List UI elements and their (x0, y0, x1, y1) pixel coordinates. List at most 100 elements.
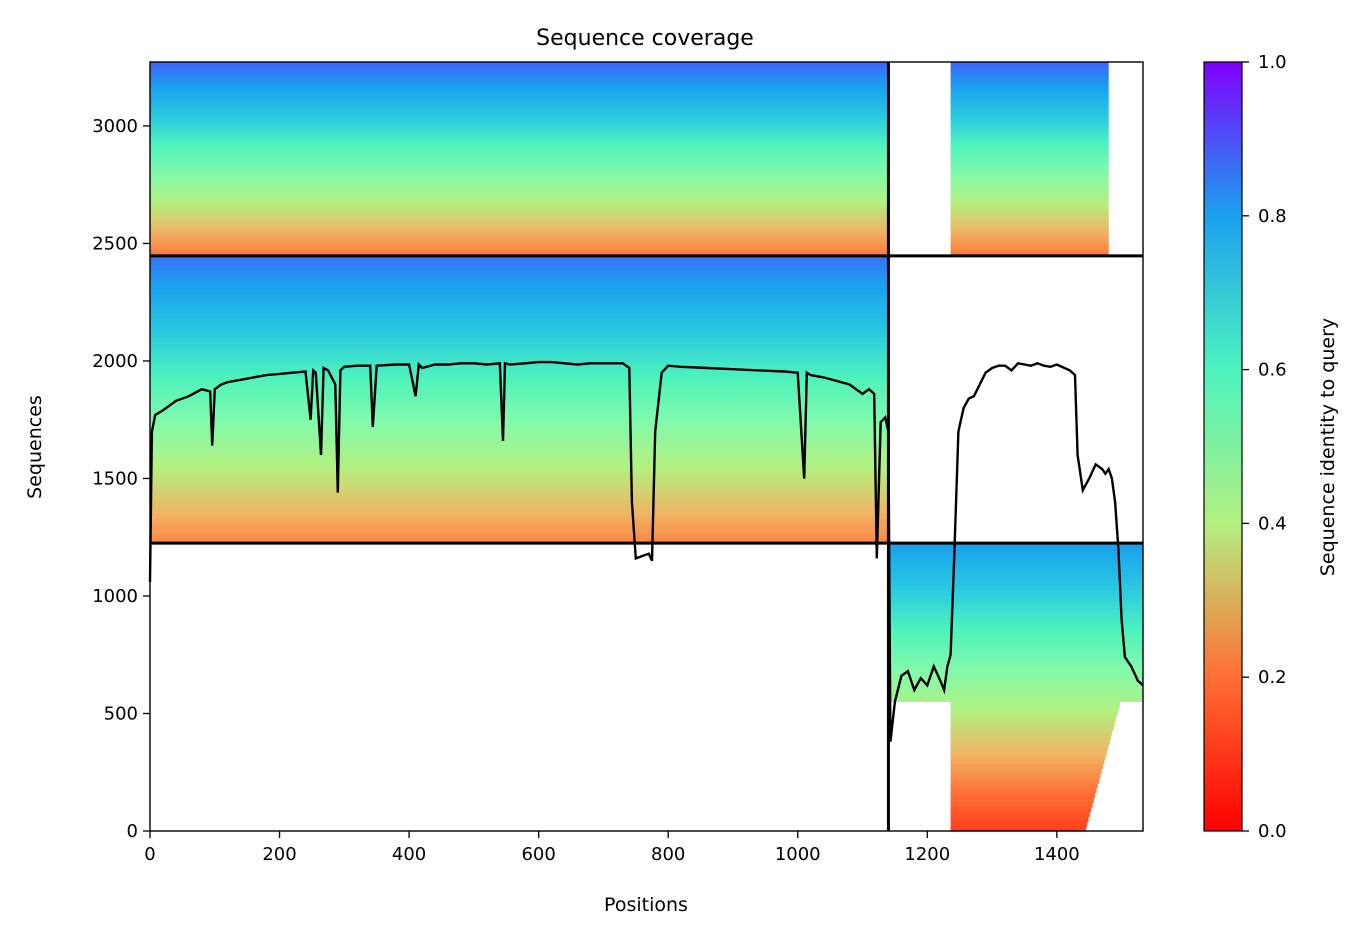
heatmap-band (950, 113, 1109, 118)
heatmap-band (888, 557, 1143, 563)
heatmap-band (150, 404, 889, 410)
heatmap-band (150, 129, 889, 134)
heatmap-band (888, 547, 1143, 554)
heatmap-band (950, 223, 1109, 228)
heatmap-band (150, 65, 889, 69)
x-tick-label: 1000 (775, 844, 821, 865)
heatmap-band (150, 337, 889, 343)
heatmap-band (950, 201, 1109, 205)
heatmap-band (950, 730, 1113, 736)
heatmap-band (950, 246, 1109, 250)
heatmap-band (150, 146, 889, 150)
y-axis-ticks: 0 500 1000 1500 2000 2500 3000 (92, 116, 150, 842)
heatmap-band (150, 71, 889, 76)
heatmap-band (950, 104, 1109, 108)
heatmap-band (150, 471, 889, 477)
heatmap-band (150, 428, 889, 434)
heatmap-band (950, 129, 1109, 134)
heatmap-band (150, 249, 889, 254)
heatmap-band (150, 318, 889, 324)
heatmap-band (150, 394, 889, 401)
heatmap-band (150, 528, 889, 535)
heatmap-band (150, 204, 889, 208)
heatmap-band (950, 184, 1109, 189)
heatmap-band (888, 586, 1143, 592)
heatmap-band (150, 236, 889, 241)
heatmap-band (950, 133, 1109, 137)
heatmap-band (888, 571, 1143, 578)
heatmap-band (950, 168, 1109, 173)
heatmap-band (950, 116, 1109, 121)
heatmap-band (950, 778, 1100, 784)
heatmap-band (950, 763, 1104, 770)
heatmap-band (150, 409, 889, 415)
heatmap-band (150, 509, 889, 515)
heatmap-band (150, 213, 889, 218)
x-axis-ticks: 0 200 400 600 800 1000 1200 1400 (144, 831, 1080, 865)
heatmap-band (950, 792, 1096, 798)
y-tick-label: 3000 (92, 116, 138, 137)
heatmap-band (150, 399, 889, 405)
heatmap-band (950, 107, 1109, 111)
heatmap-band (150, 168, 889, 173)
heatmap-band (950, 787, 1097, 794)
heatmap-band (950, 97, 1109, 102)
chain-boundaries (150, 62, 1143, 831)
y-tick-label: 0 (127, 821, 138, 842)
heatmap-band (950, 165, 1109, 170)
heatmap-band (150, 84, 889, 89)
heatmap-band (888, 576, 1143, 583)
heatmap-band (888, 672, 1143, 679)
heatmap-band (950, 87, 1109, 92)
heatmap-band (150, 191, 889, 196)
heatmap-band (950, 807, 1092, 813)
heatmap-band (950, 749, 1108, 755)
coverage-line (148, 360, 1144, 742)
colorbar-tick-label: 0.2 (1258, 667, 1287, 688)
heatmap-band (150, 226, 889, 231)
heatmap-band (950, 706, 1119, 712)
heatmap-band (150, 239, 889, 244)
heatmap-band (950, 816, 1089, 822)
heatmap-band (150, 210, 889, 215)
heatmap-band (150, 389, 889, 396)
heatmap-band (950, 204, 1109, 208)
x-tick-label: 400 (392, 844, 426, 865)
heatmap-band (950, 739, 1110, 746)
heatmap-band (150, 385, 889, 391)
heatmap-band (888, 605, 1143, 611)
heatmap-band (150, 461, 889, 468)
x-tick-label: 1400 (1034, 844, 1080, 865)
plot-frame (149, 61, 1144, 832)
heatmap-band (888, 634, 1143, 640)
heatmap-band (950, 826, 1086, 832)
heatmap-band (150, 370, 889, 377)
heatmap-band (950, 725, 1114, 731)
heatmap-band (150, 327, 889, 334)
heatmap-band (950, 162, 1109, 166)
heatmap-band (950, 155, 1109, 160)
heatmap-band (150, 342, 889, 348)
heatmap-band (150, 178, 889, 183)
heatmap-band (150, 495, 889, 501)
heatmap-band (888, 639, 1143, 645)
heatmap-band (950, 120, 1109, 124)
colorbar (1203, 61, 1243, 832)
heatmap-band (150, 136, 889, 141)
heatmap-band (150, 246, 889, 250)
heatmap-band (950, 243, 1109, 247)
heatmap-band (950, 175, 1109, 179)
heatmap-band (150, 490, 889, 496)
heatmap-band (150, 94, 889, 99)
heatmap-band (150, 351, 889, 357)
heatmap-band (150, 120, 889, 124)
heatmap-block-chain-A-unpaired (150, 255, 889, 544)
heatmap-band (150, 139, 889, 144)
heatmap-band (888, 581, 1143, 587)
heatmap-band (950, 65, 1109, 69)
heatmap-band (150, 413, 889, 420)
heatmap-band (888, 663, 1143, 669)
heatmap-band (950, 249, 1109, 254)
heatmap-band (150, 538, 889, 544)
heatmap-block-chain-B-unpaired (888, 543, 1143, 832)
